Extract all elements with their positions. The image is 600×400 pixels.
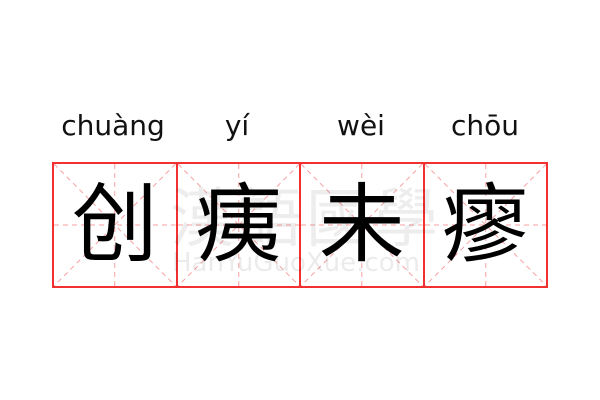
- guide-lines: [301, 164, 423, 286]
- guide-line: [425, 164, 547, 286]
- guide-lines: [54, 164, 176, 286]
- watermark-url: HanYuGuoXue.com: [172, 248, 420, 278]
- character-cell: 瘳: [425, 164, 547, 286]
- guide-line: [301, 164, 423, 286]
- character: 创: [71, 175, 158, 275]
- character-grid: 创 痍 未 瘳: [52, 162, 548, 288]
- character-cell: 创: [54, 164, 178, 286]
- guide-line: [425, 164, 547, 286]
- guide-line: [54, 164, 176, 286]
- character: 瘳: [442, 175, 529, 275]
- pinyin-4: chōu: [450, 109, 520, 142]
- watermark-logo: 漢語國學: [170, 183, 442, 257]
- character-cell: 痍: [178, 164, 301, 286]
- pinyin-1: chuàng: [61, 109, 165, 142]
- character: 痍: [195, 175, 282, 275]
- guide-line: [178, 164, 300, 286]
- guide-lines: [425, 164, 547, 286]
- guide-line: [178, 164, 300, 286]
- character-cell: 未: [301, 164, 425, 286]
- guide-line: [301, 164, 423, 286]
- pinyin-2: yí: [224, 109, 250, 142]
- character: 未: [318, 175, 405, 275]
- guide-line: [54, 164, 176, 286]
- guide-lines: [178, 164, 300, 286]
- pinyin-3: wèi: [337, 109, 385, 142]
